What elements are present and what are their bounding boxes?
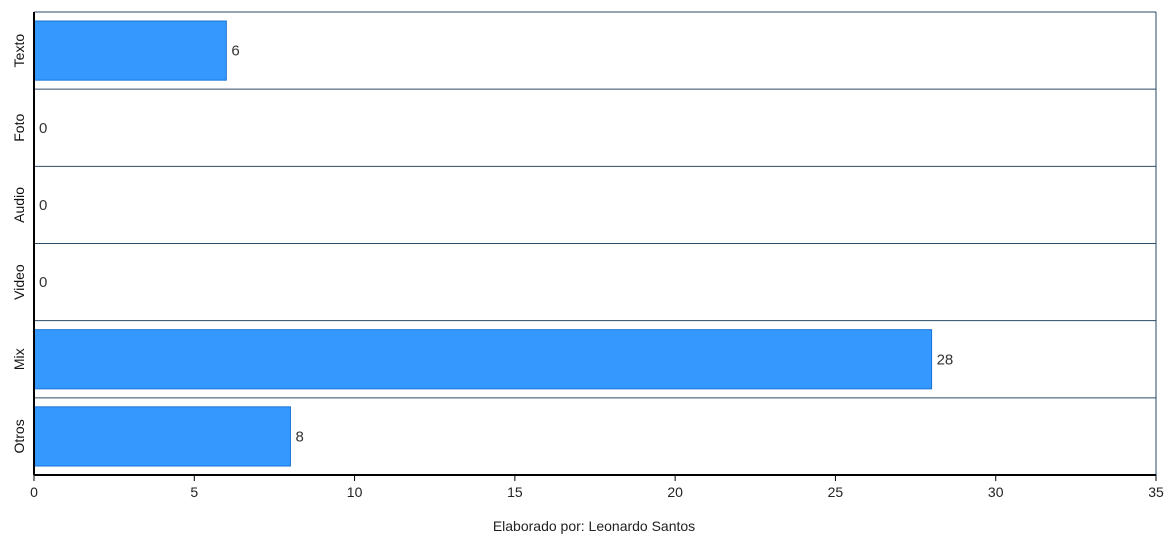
data-label-mix: 28 (937, 351, 954, 368)
bar-otros (33, 406, 291, 467)
x-tick-label: 20 (667, 484, 683, 500)
category-label-mix: Mix (11, 348, 27, 370)
bar-mix (33, 329, 933, 390)
category-label-otros: Otros (11, 419, 27, 453)
category-labels: Texto Foto Audio Video Mix Otros (11, 34, 27, 454)
category-label-audio: Audio (11, 187, 27, 223)
category-label-video: Video (11, 264, 27, 300)
data-labels: 6 0 0 0 28 8 (39, 43, 953, 446)
category-bands (34, 88, 1156, 399)
bar-texto (33, 20, 227, 81)
chart-caption: Elaborado por: Leonardo Santos (493, 518, 695, 534)
x-axis-ticks: 0 5 10 15 20 25 30 35 (30, 475, 1164, 500)
data-label-audio: 0 (39, 197, 47, 214)
category-label-texto: Texto (11, 34, 27, 68)
x-tick-label: 15 (507, 484, 523, 500)
axes (33, 11, 1157, 476)
x-tick-label: 0 (30, 484, 38, 500)
x-tick-label: 30 (988, 484, 1004, 500)
data-label-texto: 6 (231, 43, 239, 60)
data-label-video: 0 (39, 274, 47, 291)
x-tick-label: 10 (347, 484, 363, 500)
x-tick-label: 5 (190, 484, 198, 500)
data-label-foto: 0 (39, 120, 47, 137)
x-tick-label: 35 (1148, 484, 1164, 500)
data-label-otros: 8 (295, 428, 303, 445)
x-tick-label: 25 (828, 484, 844, 500)
category-label-foto: Foto (11, 114, 27, 142)
